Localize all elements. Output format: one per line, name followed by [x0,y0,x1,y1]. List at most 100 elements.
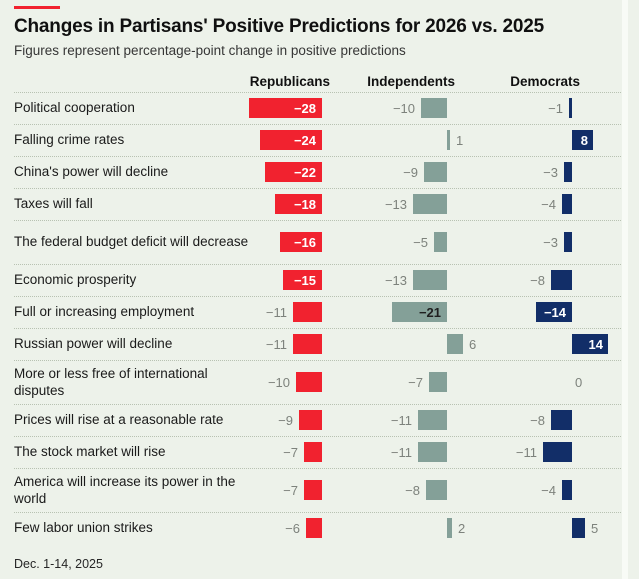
bar-independents [418,442,447,462]
value-label-democrats: −4 [541,483,556,498]
value-label-independents: −9 [403,165,418,180]
bar-democrats [551,410,572,430]
bar-republicans [283,270,322,290]
row-label: America will increase its power in the w… [14,474,236,506]
value-label-independents: −7 [408,375,423,390]
chart-title: Changes in Partisans' Positive Predictio… [14,16,545,37]
column-header-independents: Independents [367,74,455,89]
row-label: Falling crime rates [14,132,125,148]
row-label: Prices will rise at a reasonable rate [14,412,224,428]
bar-republicans [280,232,322,252]
bar-democrats [562,480,572,500]
value-label-independents: 6 [469,337,477,352]
column-headers: Republicans Independents Democrats [14,74,625,90]
bar-democrats [551,270,572,290]
chart-row: America will increase its power in the w… [14,468,625,512]
value-label-independents: −13 [384,273,407,288]
bar-independents [413,194,447,214]
value-label-republicans: −10 [267,375,290,390]
bar-democrats [572,130,593,150]
value-label-democrats: 14 [588,337,603,352]
value-label-republicans: −24 [293,133,316,148]
value-label-democrats: −11 [515,445,537,460]
value-label-democrats: −1 [548,101,563,116]
value-label-republicans: −9 [278,413,293,428]
bar-republicans [249,98,322,118]
value-label-republicans: −15 [293,273,316,288]
bar-independents [447,334,463,354]
value-label-democrats: −4 [541,197,556,212]
bar-republicans [265,162,322,182]
chart-row: Economic prosperity −15 −13 −8 [14,264,625,296]
bar-independents [424,162,447,182]
value-label-independents: −5 [413,235,428,250]
column-header-democrats: Democrats [510,74,580,89]
row-label: Economic prosperity [14,272,137,288]
chart-row: Falling crime rates −24 1 8 [14,124,625,156]
chart-subtitle: Figures represent percentage-point chang… [14,43,406,58]
chart-row: Full or increasing employment −11 −21 −14 [14,296,625,328]
chart-row: China's power will decline −22 −9 −3 [14,156,625,188]
row-label: Full or increasing employment [14,304,195,320]
value-label-republicans: −6 [285,521,300,536]
value-label-republicans: −16 [293,235,316,250]
bar-independents [426,480,447,500]
bar-democrats [564,162,572,182]
bar-independents [421,98,447,118]
value-label-republicans: −11 [265,305,287,320]
bar-democrats [564,232,572,252]
value-label-independents: 1 [456,133,464,148]
value-label-democrats: −14 [543,305,566,320]
bar-independents [418,410,447,430]
row-label: Political cooperation [14,100,135,116]
value-label-republicans: −22 [293,165,316,180]
chart-row: More or less free of international dispu… [14,360,625,404]
bar-independents [413,270,447,290]
bar-independents [392,302,447,322]
chart-row: Political cooperation −28 −10 −1 [14,92,625,124]
bar-independents [447,518,452,538]
row-label: The federal budget deficit will decrease [14,234,249,250]
row-label: Taxes will fall [14,196,93,212]
chart-row: Prices will rise at a reasonable rate −9 −… [14,404,625,436]
bar-independents [429,372,447,392]
bar-republicans [299,410,322,430]
column-header-republicans: Republicans [249,74,330,89]
chart-row: The federal budget deficit will decrease… [14,220,625,264]
bar-republicans [293,334,322,354]
value-label-republicans: −11 [265,337,287,352]
value-label-independents: −11 [390,413,412,428]
value-label-independents: −21 [418,305,441,320]
value-label-democrats: −8 [530,273,545,288]
value-label-republicans: −7 [283,445,298,460]
footnote: Dec. 1-14, 2025 [14,557,103,571]
chart-row: Russian power will decline −11 6 14 [14,328,625,360]
bar-independents [434,232,447,252]
bar-republicans [275,194,322,214]
value-label-independents: −10 [392,101,415,116]
scrollbar-track[interactable] [622,0,628,579]
value-label-democrats: 8 [580,133,588,148]
row-label: Russian power will decline [14,336,173,352]
chart-row: Taxes will fall −18 −13 −4 [14,188,625,220]
row-label: The stock market will rise [14,444,166,460]
bar-republicans [304,442,322,462]
bar-democrats [562,194,572,214]
value-label-democrats: −3 [543,165,558,180]
row-label: Few labor union strikes [14,520,153,536]
bar-republicans [296,372,322,392]
bar-independents [447,130,450,150]
row-label: China's power will decline [14,164,169,180]
bar-republicans [304,480,322,500]
chart-row: Few labor union strikes −6 2 5 [14,512,625,544]
chart-rows: Political cooperation −28 −10 −1 Falling cri… [14,92,625,544]
bar-democrats [543,442,572,462]
accent-dash [14,6,60,9]
chart-row: The stock market will rise −7 −11 −11 [14,436,625,468]
bar-republicans [260,130,322,150]
bar-democrats [569,98,572,118]
value-label-democrats: −3 [543,235,558,250]
value-label-republicans: −7 [283,483,298,498]
value-label-independents: 2 [458,521,466,536]
